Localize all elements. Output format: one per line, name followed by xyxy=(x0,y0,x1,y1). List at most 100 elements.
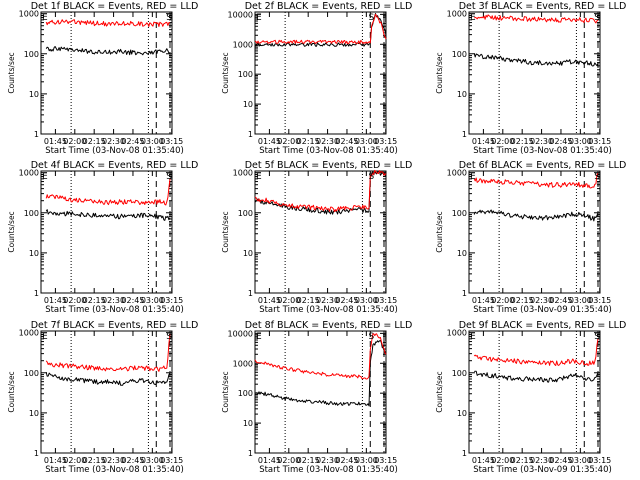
y-tick-label: 1000 xyxy=(233,169,253,178)
y-tick-label: 10 xyxy=(243,100,253,109)
x-tick-label: 03:15 xyxy=(160,137,183,146)
y-tick-label: 1 xyxy=(462,130,467,139)
y-tick-label: 10 xyxy=(243,249,253,258)
x-tick-label: 02:15 xyxy=(83,456,106,465)
plot-frame xyxy=(254,11,387,135)
x-tick-label: 02:00 xyxy=(277,456,300,465)
x-tick-label: 03:00 xyxy=(569,137,592,146)
x-tick-label: 03:15 xyxy=(588,456,611,465)
y-tick-label: 10 xyxy=(243,419,253,428)
y-axis-label: Counts/sec xyxy=(435,371,444,412)
panel-title: Det 5f BLACK = Events, RED = LLD xyxy=(245,160,413,171)
marker-s: S xyxy=(594,332,600,342)
y-tick-label: 100 xyxy=(238,209,253,218)
y-tick-label: 100 xyxy=(452,369,467,378)
marker-e: E xyxy=(42,13,48,23)
x-tick-label: 03:15 xyxy=(374,296,397,305)
x-tick-label: 02:45 xyxy=(549,296,572,305)
marker-s: S xyxy=(166,13,172,23)
x-tick-label: 02:15 xyxy=(83,137,106,146)
x-tick-label: 01:45 xyxy=(258,456,281,465)
x-tick-label: 02:15 xyxy=(511,296,534,305)
x-tick-label: 03:15 xyxy=(160,296,183,305)
plot-frame xyxy=(468,330,601,454)
panel-title: Det 4f BLACK = Events, RED = LLD xyxy=(31,160,199,171)
y-axis-label: Counts/sec xyxy=(435,52,444,93)
x-axis-label: Start Time (03-Nov-08 01:35:40) xyxy=(45,146,184,156)
events-series-line xyxy=(474,370,599,383)
y-tick-label: 1000 xyxy=(19,10,39,19)
x-tick-label: 02:15 xyxy=(297,137,320,146)
x-tick-label: 02:15 xyxy=(297,456,320,465)
x-tick-label: 02:45 xyxy=(549,456,572,465)
plot-frame xyxy=(254,170,387,294)
plot-frame xyxy=(468,11,601,135)
x-tick-label: 01:45 xyxy=(472,296,495,305)
x-axis-label: Start Time (03-Nov-09 01:35:40) xyxy=(473,305,612,315)
x-tick-label: 02:00 xyxy=(63,137,86,146)
marker-e: E xyxy=(256,172,262,182)
plot-frame xyxy=(40,170,173,294)
y-tick-label: 10 xyxy=(457,90,467,99)
y-axis-label: Counts/sec xyxy=(221,371,230,412)
y-axis-label: Counts/sec xyxy=(7,52,16,93)
x-tick-label: 02:00 xyxy=(63,456,86,465)
x-tick-label: 02:30 xyxy=(530,137,553,146)
plot-frame xyxy=(40,330,173,454)
panel-title: Det 9f BLACK = Events, RED = LLD xyxy=(459,320,627,331)
panel-title: Det 3f BLACK = Events, RED = LLD xyxy=(459,1,627,12)
y-tick-label: 1 xyxy=(462,449,467,458)
y-tick-label: 1000 xyxy=(19,169,39,178)
lld-series-line xyxy=(254,13,387,45)
marker-s: S xyxy=(368,332,374,342)
x-tick-label: 02:30 xyxy=(102,296,125,305)
x-tick-label: 03:00 xyxy=(569,456,592,465)
events-series-line xyxy=(45,209,171,221)
x-axis-label: Start Time (03-Nov-08 01:35:40) xyxy=(259,146,398,156)
events-series-line xyxy=(45,46,171,56)
lld-series-line xyxy=(254,333,387,380)
x-tick-label: 01:45 xyxy=(258,296,281,305)
lld-series-line xyxy=(473,14,599,24)
y-tick-label: 100 xyxy=(238,389,253,398)
y-tick-label: 10000 xyxy=(228,10,253,19)
x-axis-label: Start Time (03-Nov-08 01:35:40) xyxy=(259,465,398,475)
lld-series-line xyxy=(473,172,599,189)
plot-frame xyxy=(254,330,387,454)
x-tick-label: 02:00 xyxy=(491,296,514,305)
x-tick-label: 03:00 xyxy=(141,456,164,465)
y-tick-label: 100 xyxy=(452,50,467,59)
marker-e: E xyxy=(256,13,262,23)
events-series-line xyxy=(254,170,387,215)
y-tick-label: 10 xyxy=(457,249,467,258)
x-axis-label: Start Time (03-Nov-09 01:35:40) xyxy=(473,465,612,475)
x-tick-label: 02:30 xyxy=(102,137,125,146)
x-tick-label: 03:15 xyxy=(374,456,397,465)
y-tick-label: 1000 xyxy=(19,329,39,338)
panel-title: Det 6f BLACK = Events, RED = LLD xyxy=(459,160,627,171)
x-tick-label: 02:30 xyxy=(316,137,339,146)
y-axis-label: Counts/sec xyxy=(7,371,16,412)
marker-s: S xyxy=(166,172,172,182)
lld-series-line xyxy=(254,169,387,213)
y-axis-label: Counts/sec xyxy=(7,211,16,252)
x-tick-label: 02:45 xyxy=(335,456,358,465)
x-tick-label: 02:45 xyxy=(121,296,144,305)
panel-5: Det 5f BLACK = Events, RED = LLD 1 10 100 10… xyxy=(221,160,412,315)
y-tick-label: 10 xyxy=(29,249,39,258)
x-tick-label: 01:45 xyxy=(472,456,495,465)
x-tick-label: 02:00 xyxy=(277,137,300,146)
x-tick-label: 02:00 xyxy=(491,137,514,146)
x-tick-label: 02:15 xyxy=(83,296,106,305)
x-tick-label: 01:45 xyxy=(44,456,67,465)
x-axis-label: Start Time (03-Nov-08 01:35:40) xyxy=(259,305,398,315)
y-tick-label: 1000 xyxy=(447,169,467,178)
events-series-line xyxy=(45,372,171,386)
marker-e: E xyxy=(470,13,476,23)
y-tick-label: 100 xyxy=(452,209,467,218)
y-tick-label: 100 xyxy=(238,70,253,79)
x-tick-label: 03:15 xyxy=(588,296,611,305)
panel-6: Det 6f BLACK = Events, RED = LLD 1 10 100 10… xyxy=(435,160,626,315)
y-tick-label: 10000 xyxy=(228,329,253,338)
